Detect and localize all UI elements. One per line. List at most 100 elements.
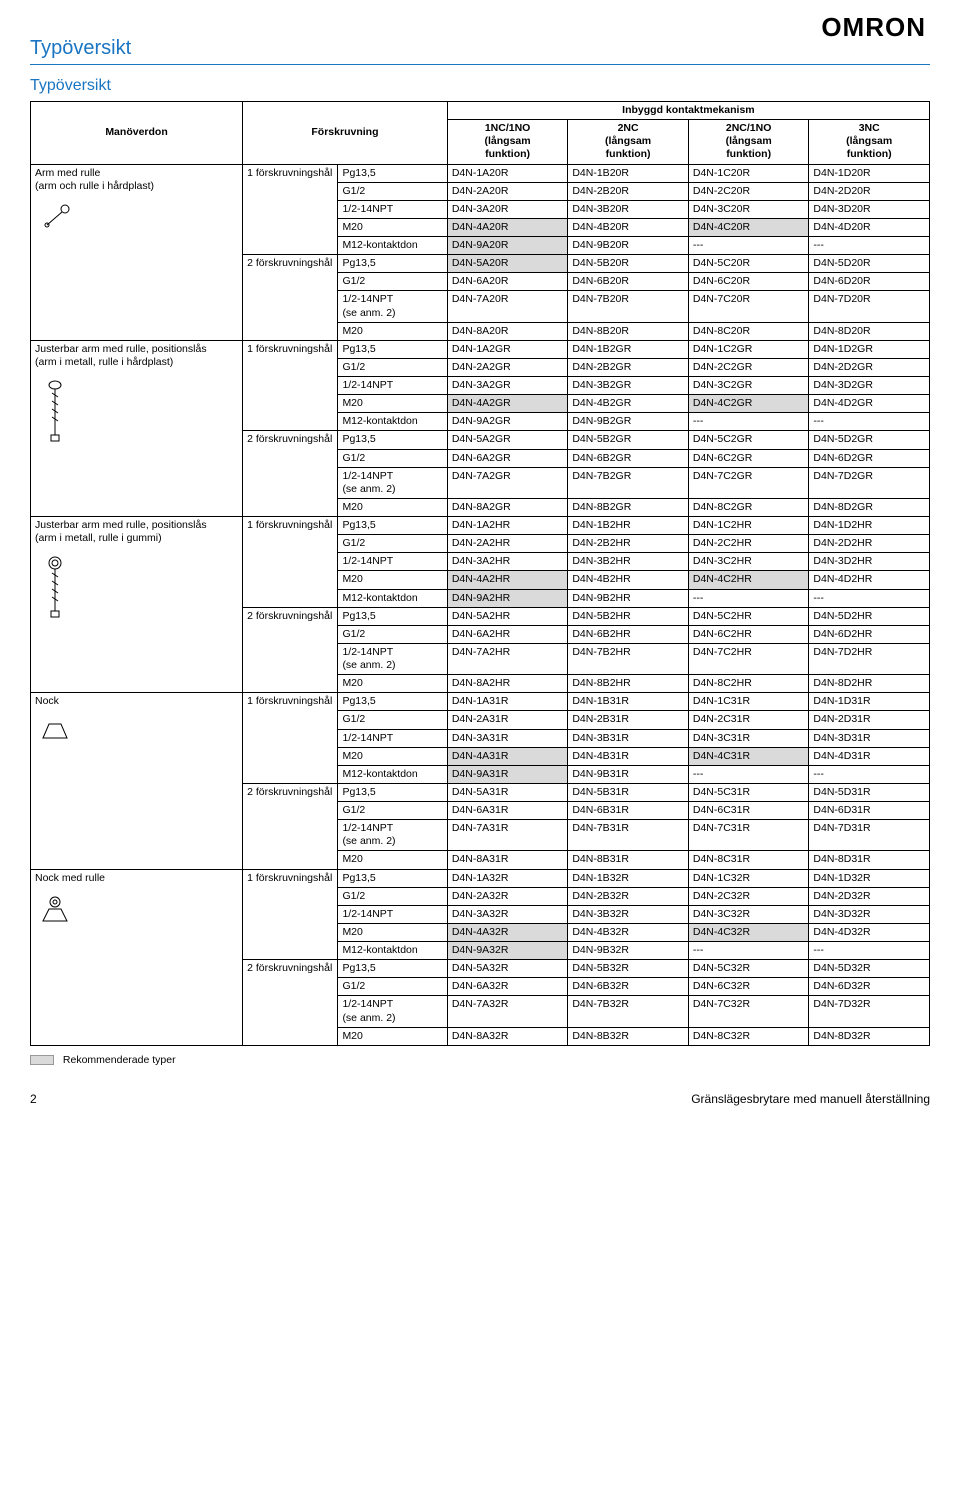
part-number-cell: D4N-2C32R [688, 887, 809, 905]
part-number-cell: D4N-3C32R [688, 905, 809, 923]
part-number-cell: D4N-1D2GR [809, 340, 930, 358]
thread-cell: M20 [338, 322, 447, 340]
part-number-cell: D4N-2B32R [568, 887, 689, 905]
part-number-cell: D4N-6B20R [568, 273, 689, 291]
part-number-cell: D4N-5B32R [568, 960, 689, 978]
part-number-cell: D4N-9B20R [568, 237, 689, 255]
thread-cell: 1/2-14NPT(se anm. 2) [338, 643, 447, 674]
part-number-cell: D4N-2D31R [809, 711, 930, 729]
thread-cell: 1/2-14NPT(se anm. 2) [338, 291, 447, 322]
part-number-cell: D4N-1A20R [447, 164, 568, 182]
part-number-cell: D4N-1B2HR [568, 517, 689, 535]
thread-cell: M12-kontaktdon [338, 765, 447, 783]
part-number-cell: D4N-8C2GR [688, 498, 809, 516]
part-number-cell: D4N-2D20R [809, 182, 930, 200]
th-col2: 2NC(långsamfunktion) [568, 120, 689, 164]
part-number-cell: D4N-1C2HR [688, 517, 809, 535]
footer-page-number: 2 [30, 1092, 37, 1106]
part-number-cell: D4N-2A2GR [447, 358, 568, 376]
part-number-cell: --- [688, 237, 809, 255]
part-number-cell: D4N-2B20R [568, 182, 689, 200]
th-col4: 3NC(långsamfunktion) [809, 120, 930, 164]
forskruv-cell: 1 förskruvningshål [243, 693, 338, 784]
section-title-2: Typöversikt [30, 77, 930, 95]
part-number-cell: D4N-4D2GR [809, 395, 930, 413]
part-number-cell: D4N-6C2HR [688, 625, 809, 643]
legend: Rekommenderade typer [30, 1054, 930, 1066]
part-number-cell: D4N-1B31R [568, 693, 689, 711]
part-number-cell: D4N-4B2HR [568, 571, 689, 589]
part-number-cell: D4N-5C2HR [688, 607, 809, 625]
manoverdon-label: Nock [35, 695, 238, 708]
part-number-cell: D4N-5D31R [809, 783, 930, 801]
part-number-cell: --- [809, 942, 930, 960]
thread-cell: M20 [338, 1027, 447, 1045]
thread-cell: G1/2 [338, 802, 447, 820]
part-number-cell: D4N-8D2HR [809, 675, 930, 693]
forskruv-cell: 1 förskruvningshål [243, 517, 338, 608]
part-number-cell: D4N-7C20R [688, 291, 809, 322]
part-number-cell: D4N-1C31R [688, 693, 809, 711]
part-number-cell: D4N-2C2HR [688, 535, 809, 553]
part-number-cell: D4N-8A2HR [447, 675, 568, 693]
part-number-cell: D4N-2D2GR [809, 358, 930, 376]
part-number-cell: D4N-6D31R [809, 802, 930, 820]
part-number-cell: D4N-4C2HR [688, 571, 809, 589]
part-number-cell: D4N-6D2HR [809, 625, 930, 643]
part-number-cell: --- [809, 237, 930, 255]
part-number-cell: D4N-4C20R [688, 218, 809, 236]
thread-cell: Pg13,5 [338, 431, 447, 449]
part-number-cell: D4N-5D2HR [809, 607, 930, 625]
part-number-cell: D4N-2D32R [809, 887, 930, 905]
part-number-cell: D4N-5C2GR [688, 431, 809, 449]
table-row: Nock med rulle1 förskruvningshålPg13,5D4… [31, 869, 930, 887]
part-number-cell: D4N-5A32R [447, 960, 568, 978]
part-number-cell: --- [688, 413, 809, 431]
footer-doc-title: Gränslägesbrytare med manuell återställn… [691, 1092, 930, 1106]
manoverdon-label: Justerbar arm med rulle, positionslås(ar… [35, 519, 238, 545]
part-number-cell: D4N-5C32R [688, 960, 809, 978]
part-number-cell: D4N-7B20R [568, 291, 689, 322]
part-number-cell: D4N-1A2HR [447, 517, 568, 535]
thread-cell: 1/2-14NPT [338, 377, 447, 395]
part-number-cell: D4N-7D2GR [809, 467, 930, 498]
thread-cell: Pg13,5 [338, 960, 447, 978]
thread-cell: G1/2 [338, 978, 447, 996]
thread-cell: 1/2-14NPT [338, 553, 447, 571]
part-number-cell: D4N-7A2HR [447, 643, 568, 674]
part-number-cell: D4N-9B31R [568, 765, 689, 783]
part-number-cell: D4N-9A2GR [447, 413, 568, 431]
thread-cell: M20 [338, 675, 447, 693]
part-number-cell: D4N-3A32R [447, 905, 568, 923]
part-number-cell: D4N-4D20R [809, 218, 930, 236]
part-number-cell: D4N-3D2GR [809, 377, 930, 395]
part-number-cell: D4N-5D20R [809, 255, 930, 273]
part-number-cell: D4N-4D31R [809, 747, 930, 765]
part-number-cell: D4N-6D20R [809, 273, 930, 291]
manoverdon-cell: Justerbar arm med rulle, positionslås(ar… [31, 517, 243, 693]
part-number-cell: D4N-3C2GR [688, 377, 809, 395]
thread-cell: G1/2 [338, 182, 447, 200]
part-number-cell: --- [809, 765, 930, 783]
part-number-cell: D4N-6B32R [568, 978, 689, 996]
part-number-cell: D4N-8C2HR [688, 675, 809, 693]
part-number-cell: D4N-2A31R [447, 711, 568, 729]
part-number-cell: D4N-4A2GR [447, 395, 568, 413]
part-number-cell: D4N-8D32R [809, 1027, 930, 1045]
part-number-cell: D4N-1D2HR [809, 517, 930, 535]
actuator-icon [35, 379, 75, 409]
part-number-cell: D4N-6D32R [809, 978, 930, 996]
actuator-icon [35, 718, 75, 748]
part-number-cell: D4N-5C20R [688, 255, 809, 273]
table-row: Justerbar arm med rulle, positionslås(ar… [31, 517, 930, 535]
part-number-cell: --- [688, 765, 809, 783]
section-title-1: Typöversikt [30, 37, 930, 65]
part-number-cell: D4N-8A31R [447, 851, 568, 869]
forskruv-cell: 2 förskruvningshål [243, 783, 338, 869]
thread-cell: Pg13,5 [338, 517, 447, 535]
part-number-cell: D4N-1C32R [688, 869, 809, 887]
part-number-cell: D4N-8A20R [447, 322, 568, 340]
part-number-cell: D4N-4D32R [809, 923, 930, 941]
part-number-cell: D4N-2C31R [688, 711, 809, 729]
thread-cell: M20 [338, 571, 447, 589]
